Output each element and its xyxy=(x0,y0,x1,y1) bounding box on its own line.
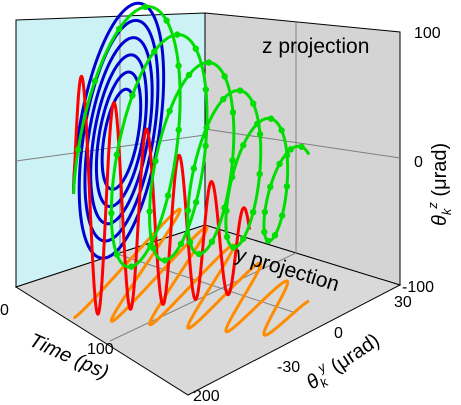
trajectory-point xyxy=(177,240,185,248)
trajectory-point xyxy=(151,48,158,55)
trajectory-fit-line xyxy=(72,5,311,269)
trajectory-point xyxy=(146,208,153,215)
trajectory-point xyxy=(192,45,199,52)
trajectory-point xyxy=(113,151,121,158)
trajectory-point xyxy=(256,131,264,138)
trajectory-point xyxy=(249,208,257,216)
y-tick-label: 30 xyxy=(394,294,412,311)
trajectory-data-points xyxy=(75,3,305,270)
yz-projection-spiral xyxy=(72,1,166,260)
y-projection-line xyxy=(73,207,310,337)
trajectory-point xyxy=(254,120,261,128)
trajectory-point xyxy=(229,109,237,116)
trajectory-point xyxy=(115,25,123,33)
trajectory-point xyxy=(298,143,305,150)
trajectory-point xyxy=(184,207,192,214)
trajectory-point xyxy=(223,233,231,241)
time-tick-label: 200 xyxy=(193,388,220,405)
trajectory-point xyxy=(208,238,216,245)
trajectory-point xyxy=(265,237,272,245)
trajectory-point xyxy=(164,192,172,199)
z-tick-label: 100 xyxy=(414,25,441,42)
trajectory-point xyxy=(129,92,136,99)
grid-side-horizontal xyxy=(204,128,401,159)
trajectory-point xyxy=(256,170,263,178)
trajectory-point xyxy=(283,183,291,190)
trajectory-point xyxy=(287,146,294,153)
trajectory-point xyxy=(229,157,236,164)
trajectory-point xyxy=(202,142,209,149)
trajectory-point xyxy=(221,73,228,80)
trajectory-point xyxy=(195,250,203,258)
trajectory-point xyxy=(190,165,198,172)
trajectory-point xyxy=(163,17,170,24)
trajectory-point xyxy=(220,95,227,103)
time-tick-label: 100 xyxy=(87,341,114,358)
trajectory-point xyxy=(267,183,274,191)
trajectory-point xyxy=(128,263,135,270)
grid-floor-time xyxy=(119,254,297,314)
trajectory-point xyxy=(142,3,149,11)
trajectory-point xyxy=(152,157,159,165)
trajectory-point xyxy=(185,71,193,79)
trajectory-point xyxy=(75,146,82,153)
trajectory-point xyxy=(161,257,169,264)
trajectory-point xyxy=(174,31,181,38)
trajectory-point xyxy=(108,209,115,217)
trajectory-point xyxy=(166,107,173,115)
trajectory-point xyxy=(276,160,283,168)
trajectory-point xyxy=(267,115,275,122)
y-tick-label: 0 xyxy=(334,325,343,342)
trajectory-point xyxy=(271,232,279,239)
trajectory-point xyxy=(240,235,247,242)
trajectory-point xyxy=(205,59,213,66)
trajectory-point xyxy=(202,86,210,93)
z-tick-label: 0 xyxy=(414,154,423,171)
trajectory-point xyxy=(223,207,230,214)
trajectory-point xyxy=(230,244,237,251)
trajectory-point xyxy=(228,173,236,181)
trajectory-point xyxy=(186,239,194,246)
trajectory-point xyxy=(261,208,269,216)
z-projection-line xyxy=(72,74,251,316)
trajectory-point xyxy=(175,126,182,134)
time-tick-label: 0 xyxy=(0,302,9,319)
y-tick-label: -30 xyxy=(277,359,300,376)
trajectory-point xyxy=(283,152,291,159)
z-axis-title: θkz (μrad) xyxy=(425,143,454,226)
trajectory-point xyxy=(150,244,157,252)
trajectory-point xyxy=(192,199,200,206)
trajectory-point xyxy=(113,251,121,258)
trajectory-point xyxy=(278,212,286,219)
trajectory-point xyxy=(278,127,285,134)
trajectory-point xyxy=(203,124,210,131)
z-tick-label: -100 xyxy=(402,279,434,296)
z-projection-label: z projection xyxy=(262,35,369,58)
trajectory-point xyxy=(250,100,257,107)
trajectory-point xyxy=(175,62,182,69)
trajectory-point xyxy=(240,142,247,149)
trajectory-point xyxy=(236,87,244,94)
trajectory-point xyxy=(91,77,99,85)
trajectory-point xyxy=(261,228,268,236)
